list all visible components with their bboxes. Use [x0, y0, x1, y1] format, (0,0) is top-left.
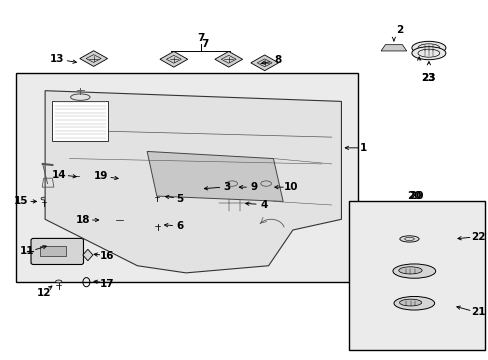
Circle shape [261, 184, 270, 191]
Text: 10: 10 [284, 182, 298, 192]
Text: 15: 15 [14, 197, 28, 206]
Text: 3: 3 [223, 182, 230, 192]
Text: 17: 17 [100, 279, 114, 289]
Circle shape [256, 180, 275, 194]
Text: 2: 2 [395, 25, 403, 35]
Text: 23: 23 [420, 73, 434, 83]
Text: 4: 4 [260, 200, 267, 210]
Polygon shape [250, 55, 278, 71]
Ellipse shape [154, 221, 161, 224]
Bar [194, 191, 200, 195]
Bar [52, 102, 108, 141]
Bar [176, 191, 182, 195]
Text: 5: 5 [176, 194, 183, 203]
Text: 7: 7 [202, 39, 209, 49]
Ellipse shape [393, 296, 434, 310]
Ellipse shape [56, 280, 61, 283]
Ellipse shape [102, 218, 112, 222]
Ellipse shape [41, 197, 47, 200]
Text: 16: 16 [100, 251, 114, 261]
Text: 23: 23 [420, 73, 434, 83]
Polygon shape [147, 152, 283, 202]
Text: 9: 9 [250, 182, 257, 192]
Polygon shape [45, 91, 341, 273]
Bar [217, 195, 251, 212]
Text: 11: 11 [20, 247, 34, 256]
Ellipse shape [411, 41, 445, 54]
Text: 8: 8 [274, 55, 282, 65]
Text: 20: 20 [406, 191, 421, 201]
Polygon shape [160, 51, 187, 67]
Ellipse shape [217, 185, 224, 189]
FancyBboxPatch shape [31, 238, 83, 265]
Polygon shape [380, 45, 406, 51]
Text: 7: 7 [197, 33, 204, 43]
Text: 18: 18 [76, 215, 90, 225]
Ellipse shape [399, 236, 418, 242]
Bar [79, 172, 94, 180]
Ellipse shape [399, 299, 421, 306]
Bar [120, 172, 135, 184]
Text: 1: 1 [359, 143, 366, 153]
Text: 13: 13 [50, 54, 64, 64]
Text: 14: 14 [51, 170, 66, 180]
Bar [348, 202, 484, 350]
Text: 21: 21 [470, 307, 485, 317]
Ellipse shape [398, 267, 421, 274]
Ellipse shape [411, 47, 445, 60]
Polygon shape [214, 51, 242, 67]
Ellipse shape [229, 185, 235, 189]
Bar [40, 247, 65, 256]
Text: 12: 12 [37, 288, 51, 297]
Ellipse shape [392, 264, 435, 278]
Text: 19: 19 [94, 171, 108, 181]
Bar [16, 73, 358, 282]
Polygon shape [80, 51, 107, 66]
Polygon shape [82, 249, 93, 261]
Ellipse shape [153, 193, 160, 195]
Text: 20: 20 [408, 191, 423, 201]
Text: 22: 22 [470, 232, 485, 242]
Ellipse shape [98, 215, 117, 225]
Text: 6: 6 [176, 221, 183, 231]
